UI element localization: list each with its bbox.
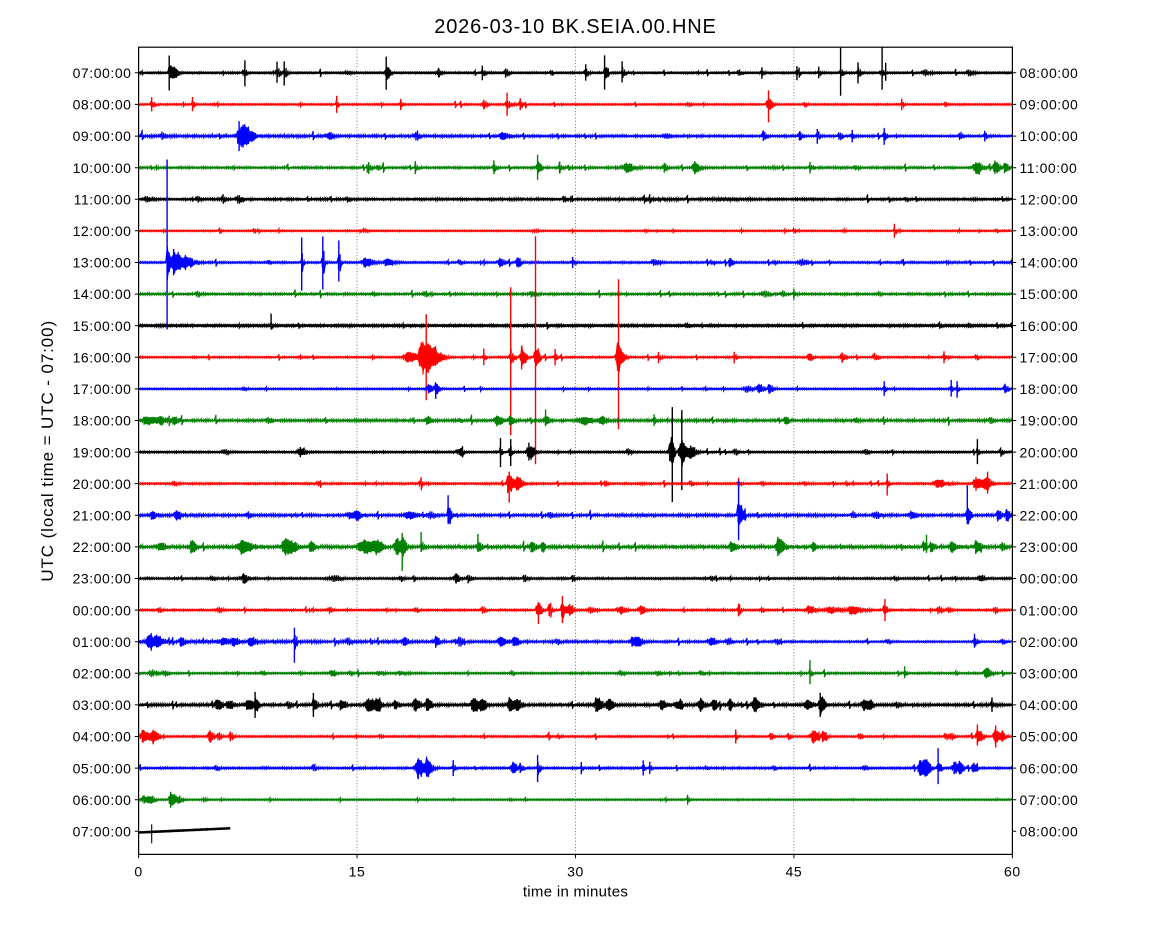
svg-text:13:00:00: 13:00:00 (1020, 223, 1079, 239)
svg-text:22:00:00: 22:00:00 (73, 539, 132, 555)
svg-text:06:00:00: 06:00:00 (73, 792, 132, 808)
svg-text:05:00:00: 05:00:00 (73, 760, 132, 776)
svg-text:03:00:00: 03:00:00 (1020, 666, 1079, 682)
svg-text:45: 45 (786, 864, 803, 880)
svg-text:07:00:00: 07:00:00 (1020, 792, 1079, 808)
svg-text:23:00:00: 23:00:00 (73, 571, 132, 587)
svg-text:12:00:00: 12:00:00 (1020, 191, 1079, 207)
svg-text:21:00:00: 21:00:00 (1020, 476, 1079, 492)
svg-text:UTC (local time = UTC - 07:00): UTC (local time = UTC - 07:00) (38, 320, 57, 582)
svg-text:0: 0 (134, 864, 142, 880)
svg-text:02:00:00: 02:00:00 (73, 666, 132, 682)
svg-text:17:00:00: 17:00:00 (1020, 349, 1079, 365)
svg-text:30: 30 (567, 864, 584, 880)
svg-text:09:00:00: 09:00:00 (1020, 97, 1079, 113)
svg-text:16:00:00: 16:00:00 (73, 349, 132, 365)
svg-text:11:00:00: 11:00:00 (74, 191, 132, 207)
svg-text:15: 15 (349, 864, 366, 880)
svg-text:2026-03-10 BK.SEIA.00.HNE: 2026-03-10 BK.SEIA.00.HNE (434, 16, 717, 38)
svg-text:16:00:00: 16:00:00 (1020, 318, 1079, 334)
svg-text:12:00:00: 12:00:00 (73, 223, 132, 239)
svg-text:20:00:00: 20:00:00 (73, 476, 132, 492)
svg-text:09:00:00: 09:00:00 (73, 128, 132, 144)
svg-text:15:00:00: 15:00:00 (1020, 286, 1079, 302)
svg-text:17:00:00: 17:00:00 (73, 381, 132, 397)
svg-text:60: 60 (1004, 864, 1021, 880)
svg-text:time in minutes: time in minutes (523, 884, 628, 901)
svg-text:04:00:00: 04:00:00 (73, 729, 132, 745)
svg-text:08:00:00: 08:00:00 (1020, 65, 1079, 81)
svg-text:14:00:00: 14:00:00 (73, 286, 132, 302)
svg-text:07:00:00: 07:00:00 (73, 824, 132, 840)
svg-text:23:00:00: 23:00:00 (1020, 539, 1079, 555)
svg-text:14:00:00: 14:00:00 (1020, 255, 1079, 271)
svg-text:15:00:00: 15:00:00 (73, 318, 132, 334)
svg-text:10:00:00: 10:00:00 (1020, 128, 1079, 144)
svg-text:13:00:00: 13:00:00 (73, 255, 132, 271)
svg-text:03:00:00: 03:00:00 (73, 697, 132, 713)
svg-text:00:00:00: 00:00:00 (73, 602, 132, 618)
svg-text:21:00:00: 21:00:00 (73, 508, 132, 524)
svg-text:19:00:00: 19:00:00 (1020, 413, 1079, 429)
svg-text:04:00:00: 04:00:00 (1020, 697, 1079, 713)
svg-text:18:00:00: 18:00:00 (73, 413, 132, 429)
svg-text:07:00:00: 07:00:00 (73, 65, 132, 81)
svg-text:05:00:00: 05:00:00 (1020, 729, 1079, 745)
svg-text:10:00:00: 10:00:00 (73, 160, 132, 176)
svg-text:19:00:00: 19:00:00 (73, 444, 132, 460)
svg-text:08:00:00: 08:00:00 (73, 97, 132, 113)
svg-text:22:00:00: 22:00:00 (1020, 508, 1079, 524)
svg-text:00:00:00: 00:00:00 (1020, 571, 1079, 587)
svg-text:20:00:00: 20:00:00 (1020, 444, 1079, 460)
svg-text:06:00:00: 06:00:00 (1020, 760, 1079, 776)
svg-text:18:00:00: 18:00:00 (1020, 381, 1079, 397)
svg-text:01:00:00: 01:00:00 (73, 634, 132, 650)
svg-text:01:00:00: 01:00:00 (1020, 602, 1079, 618)
svg-text:08:00:00: 08:00:00 (1020, 824, 1079, 840)
svg-text:11:00:00: 11:00:00 (1020, 160, 1078, 176)
svg-text:02:00:00: 02:00:00 (1020, 634, 1079, 650)
